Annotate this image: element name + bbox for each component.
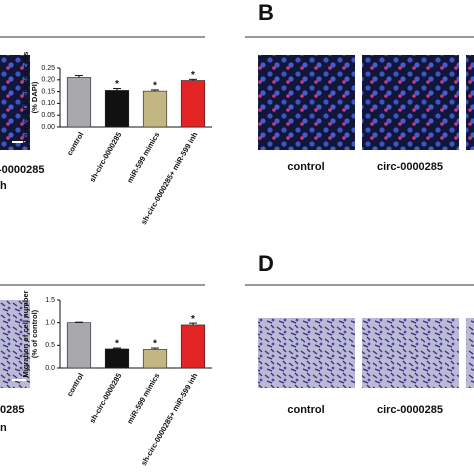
y-tick-label: 1.5: [45, 297, 55, 304]
significance: *: [153, 339, 157, 350]
y-axis-title: (% of control): [30, 309, 39, 358]
micrograph: [362, 318, 459, 388]
y-tick-label: 0.5: [45, 342, 55, 349]
bar: [142, 349, 168, 369]
y-tick-label: 0.15: [41, 88, 55, 95]
micrograph: [258, 55, 355, 150]
y-tick-label: 0.05: [41, 112, 55, 119]
micrograph: [0, 300, 30, 388]
image-label: circ-0000285: [377, 404, 443, 416]
bar: [104, 348, 130, 369]
image-label: control: [287, 404, 324, 416]
bar: [104, 90, 130, 128]
panel-label: B: [258, 0, 274, 25]
y-tick-label: 0.10: [41, 100, 55, 107]
x-tick-label: control: [65, 371, 86, 398]
bar: [142, 90, 168, 128]
significance: *: [153, 81, 157, 92]
cropped-label: h: [0, 180, 7, 192]
y-tick-label: 0.00: [41, 124, 55, 131]
significance: *: [115, 339, 119, 350]
y-axis-title: (% DAPI): [30, 81, 39, 113]
significance: *: [191, 314, 195, 325]
micrograph: [466, 318, 474, 388]
micrograph: [362, 55, 459, 150]
bar: [180, 80, 206, 128]
panel-label: D: [258, 251, 274, 276]
y-tick-label: 0.20: [41, 77, 55, 84]
x-tick-label: sh-circ-0000285: [88, 130, 124, 183]
micrograph: [258, 318, 355, 388]
micrograph: [466, 55, 474, 150]
x-tick-label: control: [65, 130, 86, 157]
significance: *: [191, 70, 195, 81]
y-axis-title: Positye EDU stained cells: [21, 52, 30, 144]
micrograph: [0, 55, 30, 150]
y-tick-label: 0.25: [41, 65, 55, 72]
image-label: circ-0000285: [377, 161, 443, 173]
bar: [180, 324, 206, 369]
cropped-label: -0000285: [0, 164, 45, 176]
cropped-label: 0285: [0, 404, 24, 416]
significance: *: [115, 79, 119, 90]
cropped-label: n: [0, 422, 7, 434]
x-tick-label: miR-599 mimics: [125, 130, 161, 184]
y-tick-label: 1.0: [45, 320, 55, 327]
bar: [66, 322, 92, 369]
bar: [66, 77, 92, 128]
y-tick-label: 0.0: [45, 365, 55, 372]
image-label: control: [287, 161, 324, 173]
y-axis-title: Migration of cell number: [21, 290, 30, 377]
x-tick-label: miR-599 mimics: [125, 371, 161, 425]
x-tick-label: sh-circ-0000285: [88, 371, 124, 424]
